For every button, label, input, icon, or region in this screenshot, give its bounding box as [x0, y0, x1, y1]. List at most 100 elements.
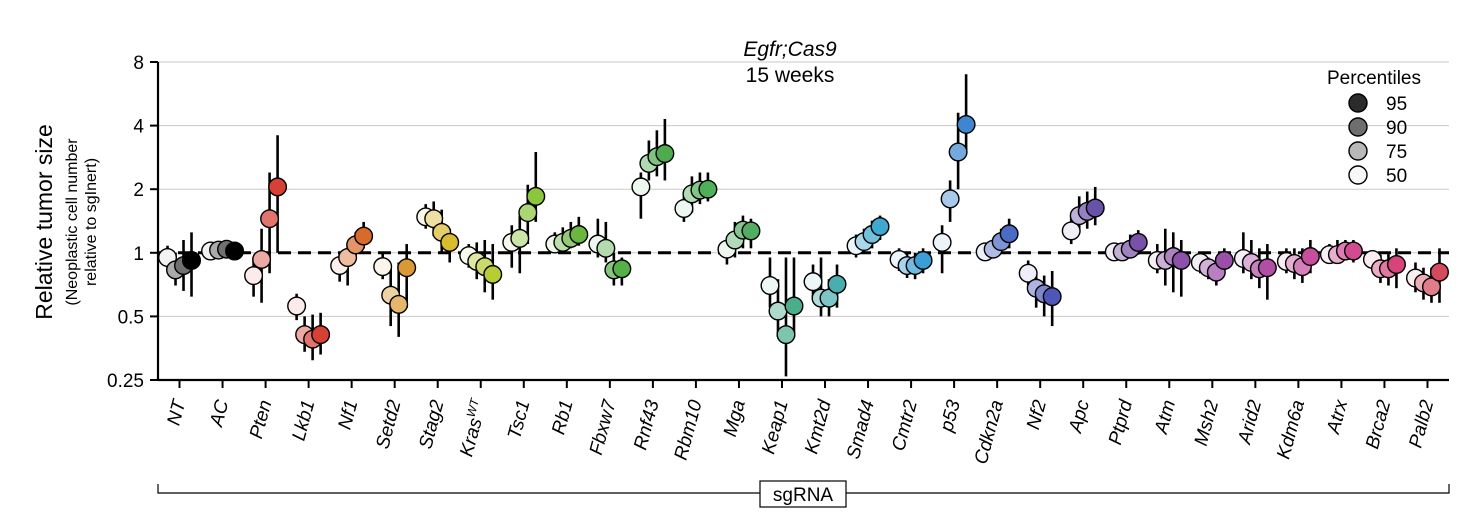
point-setd2-p50	[373, 257, 393, 277]
point-lkb1-p95	[311, 325, 331, 345]
x-tick-label-msh2: Msh2	[1191, 397, 1223, 448]
x-tick-label-p53: p53	[936, 397, 965, 434]
x-axis-label: sgRNA	[773, 485, 834, 506]
point-tsc1-p90	[518, 203, 538, 223]
point-atm-p95	[1171, 250, 1191, 270]
point-nf2-p50	[1018, 263, 1038, 283]
point-keap1-p95	[784, 296, 804, 316]
x-tick-label-cmtr2: Cmtr2	[888, 397, 922, 453]
point-mga-p95	[741, 221, 761, 241]
legend: Percentiles 95 90 75 50	[1327, 68, 1421, 187]
x-tick-label-atm: Atm	[1151, 398, 1180, 437]
chart-title-line1: Egfr;Cas9	[743, 38, 837, 61]
x-tick-label-lkb1: Lkb1	[288, 398, 319, 443]
legend-label-95: 95	[1386, 94, 1407, 115]
x-tick-label-nt: NT	[164, 397, 191, 428]
point-p53-p50	[932, 232, 952, 252]
point-tsc1-p95	[526, 186, 546, 206]
y-ticks: 0.25 0.5 1 2 4 8	[107, 53, 158, 392]
point-keap1-p50	[760, 276, 780, 296]
point-cdkn2a-p95	[999, 224, 1019, 244]
x-tick-label-brca2: Brca2	[1362, 397, 1395, 451]
legend-marker-90	[1348, 117, 1368, 137]
point-pten-p95	[268, 177, 288, 197]
point-setd2-p90	[389, 294, 409, 314]
point-atrx-p95	[1343, 241, 1363, 261]
x-tick-label-rb1: Rb1	[548, 398, 577, 437]
x-tick-label-atrx: Atrx	[1323, 396, 1353, 436]
point-kmt2d-p50	[803, 272, 823, 292]
point-nf2-p95	[1042, 287, 1062, 307]
point-nf1-p95	[354, 226, 374, 246]
x-tick-label-ptprd: Ptprd	[1105, 396, 1137, 447]
point-fbxw7-p95	[612, 259, 632, 279]
point-kraswt-p95	[483, 264, 503, 284]
point-kmt2d-p95	[827, 274, 847, 294]
axes	[156, 62, 1449, 382]
point-tsc1-p75	[510, 228, 530, 248]
point-rb1-p95	[569, 225, 589, 245]
x-tick-label-nf2: Nf2	[1023, 397, 1051, 431]
x-tick-label-kdm6a: Kdm6a	[1273, 398, 1309, 462]
point-setd2-p95	[397, 258, 417, 278]
point-nt-p95	[182, 250, 202, 270]
gridlines	[158, 61, 1449, 317]
point-apc-p50	[1061, 221, 1081, 241]
point-apc-p95	[1085, 198, 1105, 218]
point-cmtr2-p95	[913, 250, 933, 270]
point-p53-p75	[940, 189, 960, 209]
y-tick-label: 4	[133, 117, 144, 138]
y-tick-label: 0.5	[118, 307, 144, 328]
point-rbm10-p95	[698, 179, 718, 199]
legend-items: 95 90 75 50	[1348, 93, 1407, 187]
point-p53-p95	[956, 114, 976, 134]
x-tick-label-pten: Pten	[246, 398, 276, 441]
x-tick-label-kmt2d: Kmt2d	[801, 396, 836, 456]
y-tick-label: 0.25	[107, 371, 144, 392]
chart-title-line2: 15 weeks	[746, 64, 835, 87]
x-tick-label-apc: Apc	[1065, 397, 1094, 436]
legend-label-75: 75	[1386, 142, 1407, 163]
data-points	[158, 114, 1449, 349]
kras-superscript: WT	[464, 395, 483, 418]
point-smad4-p95	[870, 217, 890, 237]
x-tick-label-arid2: Arid2	[1234, 397, 1266, 447]
x-tick-label-nf1: Nf1	[335, 398, 363, 432]
point-ptprd-p95	[1128, 232, 1148, 252]
point-lkb1-p50	[287, 296, 307, 316]
x-tick-label-ac: AC	[206, 398, 233, 430]
x-tick-label-stag2: Stag2	[415, 397, 448, 451]
point-rnf43-p95	[655, 144, 675, 164]
legend-title: Percentiles	[1327, 68, 1421, 89]
confidence-intervals	[166, 74, 1441, 377]
point-pten-p50	[244, 266, 264, 286]
point-p53-p90	[948, 142, 968, 162]
legend-label-50: 50	[1386, 166, 1407, 187]
point-palb2-p95	[1429, 262, 1449, 282]
y-axis-sublabel-2: relative to sgInert)	[83, 158, 100, 286]
y-axis-sublabel-1: (Neoplastic cell number	[64, 138, 81, 306]
point-ac-p95	[225, 241, 245, 261]
x-tick-label-palb2: Palb2	[1405, 397, 1438, 450]
point-rnf43-p50	[631, 177, 651, 197]
point-keap1-p75	[768, 301, 788, 321]
sgrna-label-box	[759, 480, 847, 508]
x-tick-label-setd2: Setd2	[372, 397, 405, 451]
legend-marker-50	[1348, 165, 1368, 185]
legend-label-90: 90	[1386, 118, 1407, 139]
x-ticks: NT AC Pten Lkb1 Nf1 Setd2 Stag2 KrasWT Tsc1 Rb1 Fb…	[164, 380, 1438, 467]
point-brca2-p95	[1386, 255, 1406, 275]
legend-marker-95	[1348, 93, 1368, 113]
x-tick-label-cdkn2a: Cdkn2a	[971, 398, 1008, 467]
y-tick-label: 1	[133, 244, 144, 265]
y-tick-label: 8	[133, 53, 144, 74]
point-msh2-p95	[1214, 250, 1234, 270]
y-axis-label: Relative tumor size	[31, 124, 57, 320]
point-arid2-p95	[1257, 258, 1277, 278]
x-tick-label-keap1: Keap1	[758, 398, 793, 457]
point-keap1-p90	[776, 325, 796, 345]
point-stag2-p95	[440, 232, 460, 252]
x-tick-label-tsc1: Tsc1	[504, 398, 534, 442]
